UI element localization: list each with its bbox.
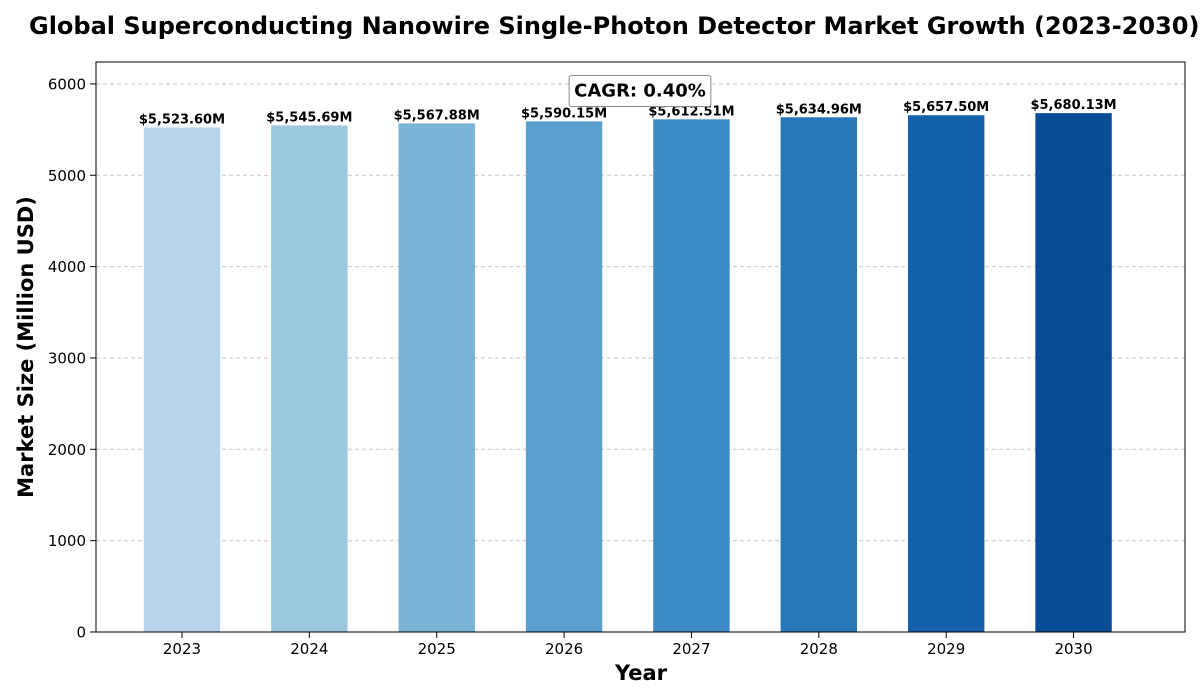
bar-value-label: $5,612.51M xyxy=(648,104,734,119)
x-tick-label: 2024 xyxy=(290,640,328,658)
bar-2027 xyxy=(653,119,730,633)
cagr-annotation-box xyxy=(568,75,712,107)
bar-2029 xyxy=(907,115,985,633)
x-tick-label: 2029 xyxy=(927,640,965,658)
chart-title: Global Superconducting Nanowire Single-P… xyxy=(29,12,1199,40)
bar-2025 xyxy=(398,123,475,633)
data-labels: $5,523.60M $5,545.69M $5,567.88M $5,590.15M… xyxy=(139,98,1117,127)
x-tick-label: 2028 xyxy=(800,640,838,658)
bar-value-label: $5,590.15M xyxy=(521,106,607,121)
y-tick-label: 6000 xyxy=(48,75,86,93)
x-tick-label: 2026 xyxy=(545,640,583,658)
x-tick-label: 2030 xyxy=(1054,640,1092,658)
x-tick-label: 2027 xyxy=(672,640,710,658)
bar-value-label: $5,567.88M xyxy=(394,108,480,123)
y-tick-label: 0 xyxy=(76,624,86,642)
bars xyxy=(143,113,1112,633)
bar-value-label: $5,545.69M xyxy=(266,110,352,125)
y-tick-label: 4000 xyxy=(48,258,86,276)
y-tick-label: 1000 xyxy=(48,532,86,550)
y-axis-label: Market Size (Million USD) xyxy=(14,196,38,498)
bar-value-label: $5,657.50M xyxy=(903,100,989,115)
cagr-annotation: CAGR: 0.40% xyxy=(568,75,712,107)
bar-value-label: $5,680.13M xyxy=(1030,98,1116,113)
bar-2024 xyxy=(271,125,348,632)
y-axis: 0 1000 2000 3000 4000 5000 6000 xyxy=(48,75,96,642)
bar-2028 xyxy=(780,117,858,633)
x-axis-label: Year xyxy=(614,661,668,685)
x-tick-label: 2025 xyxy=(418,640,456,658)
bar-2023 xyxy=(143,127,221,633)
bar-2030 xyxy=(1035,113,1112,632)
y-tick-label: 2000 xyxy=(48,441,86,459)
x-tick-label: 2023 xyxy=(163,640,201,658)
bar-value-label: $5,634.96M xyxy=(776,102,862,117)
bar-2026 xyxy=(525,121,603,632)
y-tick-label: 3000 xyxy=(48,349,86,367)
plot-frame xyxy=(95,61,1186,633)
bar-value-label: $5,523.60M xyxy=(139,112,225,127)
cagr-annotation-text: CAGR: 0.40% xyxy=(574,81,706,102)
x-axis: 2023 2024 2025 2026 2027 2028 2029 2030 xyxy=(163,632,1093,658)
y-tick-label: 5000 xyxy=(48,167,86,185)
